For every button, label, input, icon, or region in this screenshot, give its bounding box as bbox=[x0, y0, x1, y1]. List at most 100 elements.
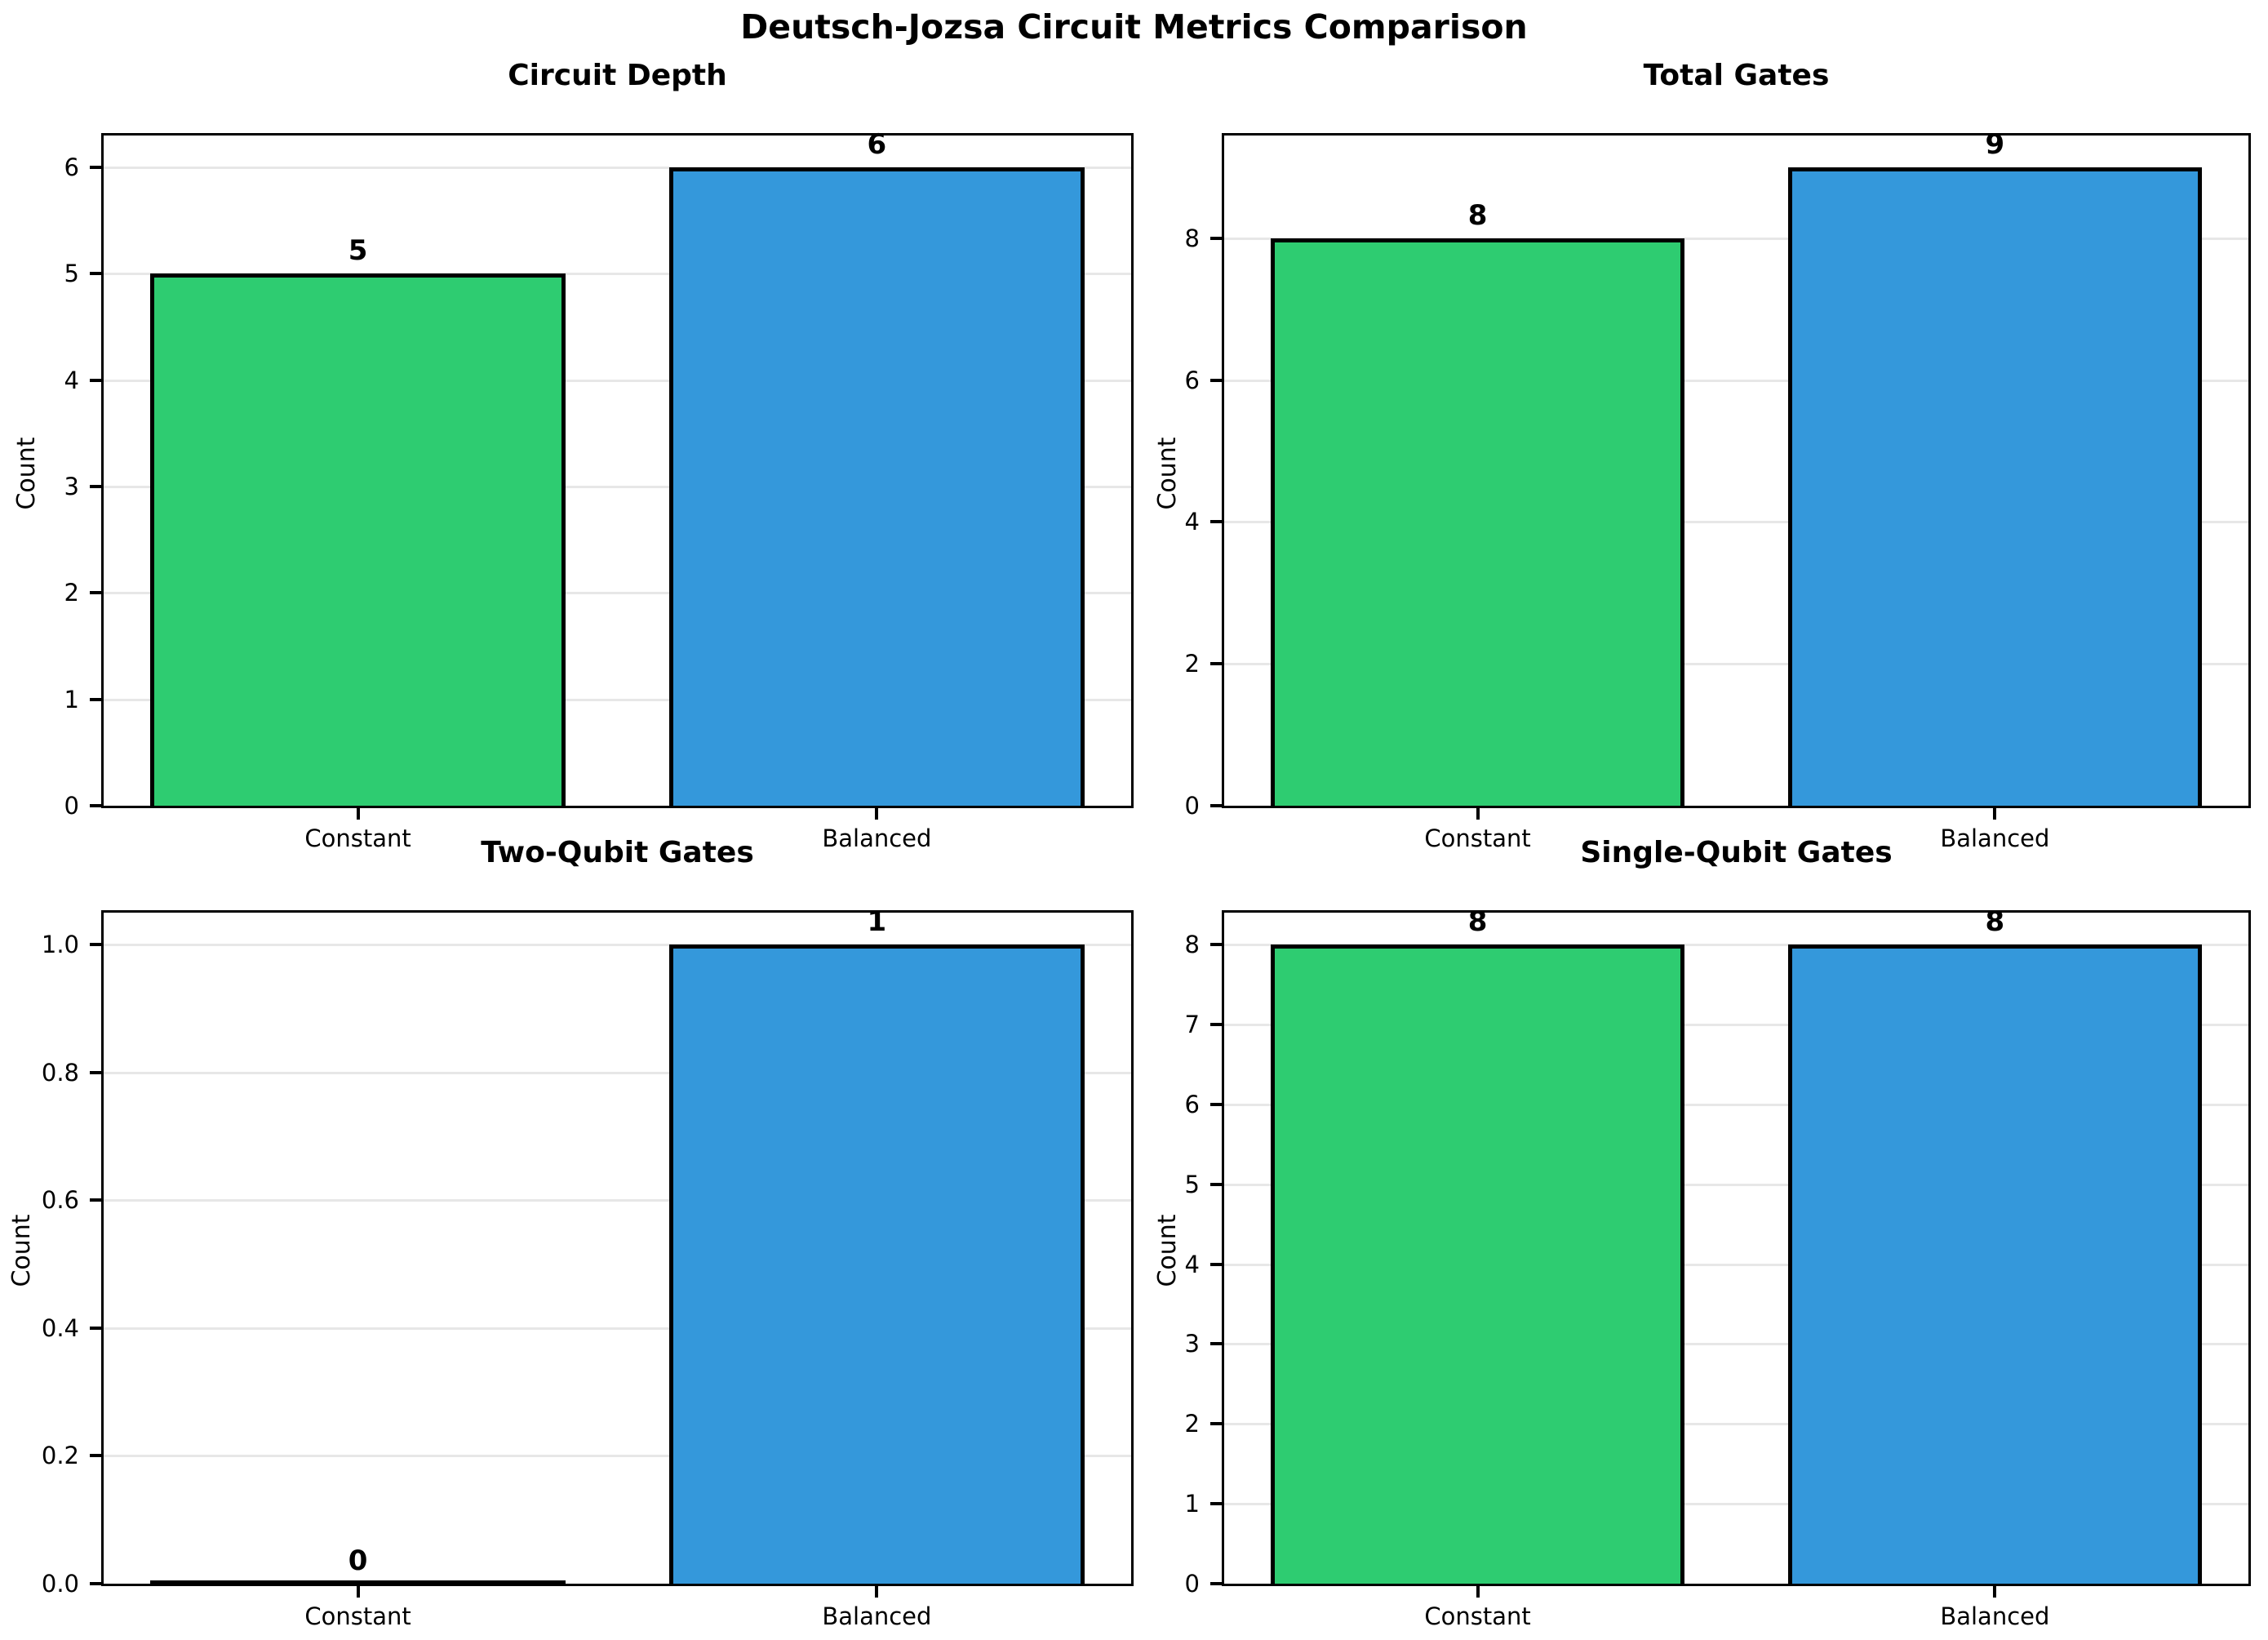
subplot-single-qubit-gates: Single-Qubit Gates 0 1 2 3 4 5 6 7 8 8 Constant 8 Bal… bbox=[1153, 836, 2251, 1630]
bar-value-label: 9 bbox=[1985, 128, 2005, 162]
subplot-title: Total Gates bbox=[1643, 59, 1830, 92]
gridline bbox=[1224, 237, 2248, 240]
gridline bbox=[1224, 1423, 2248, 1426]
y-tick-label: 2 bbox=[64, 579, 79, 607]
y-tick-mark bbox=[90, 378, 101, 382]
y-tick-mark bbox=[1210, 1262, 1222, 1266]
x-tick-label: Constant bbox=[1424, 824, 1531, 852]
y-tick-label: 6 bbox=[64, 153, 79, 182]
bar-constant bbox=[1271, 238, 1685, 806]
y-tick-mark bbox=[1210, 1502, 1222, 1506]
gridline bbox=[104, 592, 1131, 595]
x-tick-mark bbox=[356, 808, 360, 820]
y-tick-label: 7 bbox=[1184, 1011, 1200, 1038]
gridline bbox=[1224, 1503, 2248, 1506]
y-tick-mark bbox=[1210, 943, 1222, 947]
y-tick-mark bbox=[90, 485, 101, 489]
y-tick-label: 0 bbox=[1184, 1570, 1200, 1598]
y-tick-mark bbox=[1210, 1342, 1222, 1346]
y-tick-label: 1.0 bbox=[41, 931, 79, 959]
y-tick-label: 6 bbox=[1184, 1090, 1200, 1118]
gridline bbox=[1224, 1183, 2248, 1186]
bar-constant bbox=[150, 273, 566, 806]
x-tick-label: Balanced bbox=[822, 1602, 932, 1630]
y-tick-label: 4 bbox=[64, 366, 79, 394]
y-tick-label: 5 bbox=[64, 260, 79, 288]
y-tick-mark bbox=[90, 166, 101, 170]
gridline bbox=[104, 273, 1131, 276]
y-tick-mark bbox=[1210, 804, 1222, 807]
gridline bbox=[104, 944, 1131, 947]
subplot-two-qubit-gates: Two-Qubit Gates 0.0 0.2 0.4 0.6 0.8 1.0 0 Consta… bbox=[7, 836, 1134, 1630]
y-tick-mark bbox=[90, 1454, 101, 1458]
y-tick-label: 0.0 bbox=[41, 1570, 79, 1598]
subplot-total-gates: Total Gates 0 2 4 6 8 8 Constant 9 Balanced Count bbox=[1153, 59, 2251, 852]
gridline bbox=[1224, 521, 2248, 524]
gridline bbox=[1224, 1343, 2248, 1346]
y-tick-mark bbox=[1210, 520, 1222, 524]
gridline bbox=[1224, 379, 2248, 382]
gridline bbox=[104, 167, 1131, 170]
y-tick-label: 6 bbox=[1184, 366, 1200, 394]
x-tick-mark bbox=[1476, 1586, 1480, 1598]
x-tick-mark bbox=[1476, 808, 1480, 820]
subplot-title: Circuit Depth bbox=[508, 59, 727, 92]
y-axis-label: Count bbox=[7, 1214, 36, 1287]
x-tick-label: Constant bbox=[304, 824, 411, 852]
y-tick-label: 2 bbox=[1184, 650, 1200, 678]
bar-value-label: 8 bbox=[1467, 198, 1488, 232]
gridline bbox=[1224, 1024, 2248, 1026]
x-tick-label: Constant bbox=[1424, 1602, 1531, 1630]
x-tick-label: Constant bbox=[304, 1602, 411, 1630]
y-tick-label: 0.4 bbox=[41, 1313, 79, 1342]
y-tick-label: 0.8 bbox=[41, 1058, 79, 1087]
y-tick-label: 4 bbox=[1184, 1250, 1200, 1278]
y-tick-mark bbox=[90, 697, 101, 701]
y-tick-mark bbox=[90, 1070, 101, 1074]
x-tick-mark bbox=[875, 1586, 879, 1598]
bar-balanced bbox=[1787, 167, 2202, 806]
y-tick-mark bbox=[1210, 1023, 1222, 1026]
gridline bbox=[104, 1327, 1131, 1330]
bar-constant bbox=[1271, 944, 1685, 1584]
bar-value-label: 8 bbox=[1467, 905, 1488, 939]
y-tick-label: 3 bbox=[64, 473, 79, 501]
y-tick-label: 4 bbox=[1184, 508, 1200, 536]
gridline bbox=[104, 698, 1131, 701]
bar-balanced bbox=[1787, 944, 2202, 1584]
y-tick-mark bbox=[1210, 1422, 1222, 1426]
y-tick-label: 1 bbox=[64, 685, 79, 713]
bar-value-label: 8 bbox=[1985, 905, 2005, 939]
bar-balanced bbox=[669, 167, 1085, 806]
gridline bbox=[1224, 944, 2248, 947]
x-tick-label: Balanced bbox=[822, 824, 932, 852]
y-tick-mark bbox=[1210, 1102, 1222, 1106]
y-tick-label: 0 bbox=[1184, 792, 1200, 820]
y-tick-mark bbox=[90, 1582, 101, 1585]
y-tick-label: 3 bbox=[1184, 1330, 1200, 1358]
subplot-title: Two-Qubit Gates bbox=[481, 836, 754, 869]
y-tick-label: 0.2 bbox=[41, 1442, 79, 1470]
y-tick-mark bbox=[90, 591, 101, 595]
x-tick-mark bbox=[1993, 1586, 1997, 1598]
gridline bbox=[104, 1455, 1131, 1458]
gridline bbox=[104, 486, 1131, 489]
y-tick-mark bbox=[90, 804, 101, 807]
bar-value-label: 6 bbox=[867, 128, 887, 162]
x-tick-label: Balanced bbox=[1940, 1602, 2050, 1630]
y-axis-label: Count bbox=[1153, 1214, 1182, 1287]
x-tick-mark bbox=[356, 1586, 360, 1598]
y-tick-label: 8 bbox=[1184, 224, 1200, 252]
bar-value-label: 1 bbox=[867, 905, 887, 939]
y-tick-mark bbox=[1210, 236, 1222, 240]
y-tick-mark bbox=[90, 1198, 101, 1202]
bar-balanced bbox=[669, 944, 1085, 1584]
y-tick-label: 0 bbox=[64, 792, 79, 820]
gridline bbox=[104, 1199, 1131, 1202]
y-tick-mark bbox=[1210, 1182, 1222, 1186]
y-axis-label: Count bbox=[1153, 436, 1182, 510]
x-tick-mark bbox=[1993, 808, 1997, 820]
subplot-title: Single-Qubit Gates bbox=[1580, 836, 1893, 869]
gridline bbox=[1224, 1103, 2248, 1106]
y-tick-label: 1 bbox=[1184, 1490, 1200, 1518]
